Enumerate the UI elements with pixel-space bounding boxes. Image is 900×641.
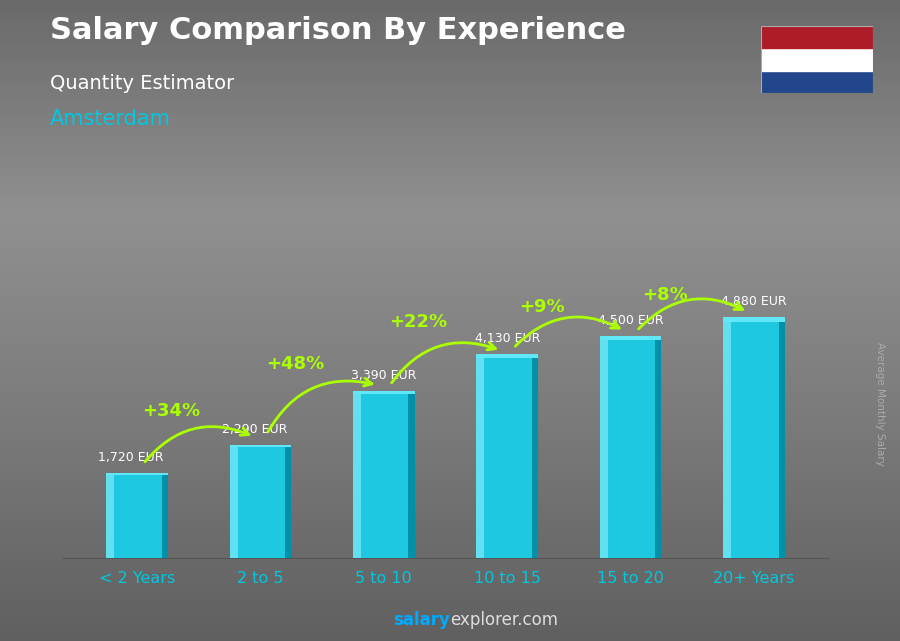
Bar bbox=[106, 473, 168, 474]
Text: Amsterdam: Amsterdam bbox=[50, 109, 170, 129]
Bar bbox=[162, 473, 168, 558]
Text: Quantity Estimator: Quantity Estimator bbox=[50, 74, 234, 93]
Bar bbox=[599, 336, 661, 558]
Bar bbox=[599, 336, 608, 558]
Bar bbox=[723, 317, 785, 558]
Bar bbox=[778, 317, 785, 558]
Text: 3,390 EUR: 3,390 EUR bbox=[351, 369, 417, 381]
Text: +22%: +22% bbox=[390, 313, 447, 331]
Text: Average Monthly Salary: Average Monthly Salary bbox=[875, 342, 886, 466]
Bar bbox=[655, 336, 661, 558]
Text: 4,130 EUR: 4,130 EUR bbox=[474, 332, 540, 345]
Bar bbox=[230, 445, 292, 558]
Text: +48%: +48% bbox=[266, 354, 324, 373]
Text: explorer.com: explorer.com bbox=[450, 612, 558, 629]
Text: 2,290 EUR: 2,290 EUR bbox=[221, 423, 287, 436]
Bar bbox=[353, 390, 415, 394]
Bar bbox=[599, 336, 661, 340]
Bar bbox=[476, 354, 538, 358]
Bar bbox=[760, 26, 873, 48]
Bar bbox=[353, 390, 361, 558]
Text: salary: salary bbox=[393, 612, 450, 629]
Bar bbox=[230, 445, 238, 558]
Text: +34%: +34% bbox=[142, 402, 201, 420]
Bar bbox=[723, 317, 731, 558]
Text: 4,880 EUR: 4,880 EUR bbox=[721, 295, 787, 308]
Bar bbox=[409, 390, 415, 558]
Bar bbox=[760, 71, 873, 93]
Text: +8%: +8% bbox=[643, 286, 688, 304]
Bar bbox=[760, 48, 873, 71]
Text: 4,500 EUR: 4,500 EUR bbox=[598, 314, 663, 327]
Text: 1,720 EUR: 1,720 EUR bbox=[98, 451, 164, 464]
Bar bbox=[476, 354, 538, 558]
Bar bbox=[106, 473, 168, 558]
Bar bbox=[230, 445, 292, 447]
Bar bbox=[532, 354, 538, 558]
Bar bbox=[723, 317, 785, 322]
Text: Salary Comparison By Experience: Salary Comparison By Experience bbox=[50, 16, 625, 45]
Bar bbox=[476, 354, 484, 558]
Bar bbox=[353, 390, 415, 558]
Text: +9%: +9% bbox=[519, 298, 564, 316]
Bar bbox=[106, 473, 114, 558]
Bar bbox=[285, 445, 292, 558]
